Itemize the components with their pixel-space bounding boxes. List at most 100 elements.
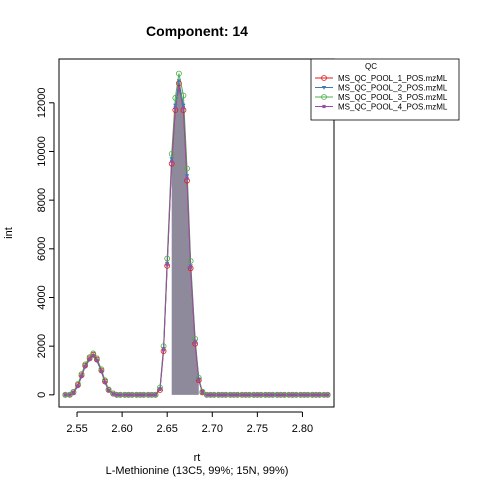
data-point xyxy=(317,393,322,397)
data-point xyxy=(134,393,139,397)
data-point xyxy=(106,388,111,392)
data-point xyxy=(164,255,171,262)
data-point xyxy=(290,393,295,397)
y-tick-label: 10000 xyxy=(36,136,48,167)
legend-swatch-marker xyxy=(321,75,327,81)
legend-swatch-marker xyxy=(321,94,327,100)
data-point xyxy=(115,393,119,397)
legend-entry-label: MS_QC_POOL_1_POS.mzML xyxy=(338,74,448,83)
y-tick-label: 12000 xyxy=(36,88,48,119)
data-point xyxy=(216,393,221,397)
data-point xyxy=(205,393,209,397)
data-point xyxy=(200,390,204,394)
data-point xyxy=(103,380,107,384)
data-point xyxy=(79,374,84,378)
data-point xyxy=(71,391,76,395)
data-point xyxy=(263,393,268,397)
data-point xyxy=(197,378,201,382)
legend-entry-label: MS_QC_POOL_3_POS.mzML xyxy=(338,93,448,102)
legend-title: QC xyxy=(365,62,377,71)
data-point xyxy=(95,358,99,362)
chart-title: Component: 14 xyxy=(146,23,248,39)
y-tick-label: 2000 xyxy=(36,334,48,358)
legend: QC MS_QC_POOL_1_POS.mzMLMS_QC_POOL_2_POS… xyxy=(310,58,460,121)
data-point xyxy=(310,393,314,397)
data-point xyxy=(212,393,216,397)
data-point xyxy=(63,393,67,397)
data-point xyxy=(279,393,283,397)
data-point xyxy=(99,369,103,373)
data-point xyxy=(70,389,77,395)
data-point xyxy=(91,353,95,358)
x-tick-label: 2.80 xyxy=(292,423,313,435)
plot-frame xyxy=(58,58,335,408)
peak-shaded-area xyxy=(171,81,199,395)
data-point xyxy=(247,393,251,397)
data-point xyxy=(199,388,206,395)
data-point xyxy=(267,393,271,397)
data-point xyxy=(118,393,122,397)
data-point xyxy=(165,263,169,267)
data-point xyxy=(172,95,179,101)
data-point xyxy=(189,265,193,269)
series-markers-layer xyxy=(62,70,331,398)
data-point xyxy=(306,393,310,397)
y-tick-label: 4000 xyxy=(36,285,48,309)
x-axis-label: rt xyxy=(194,452,201,464)
data-point xyxy=(322,393,326,397)
data-point xyxy=(244,393,248,397)
data-point xyxy=(142,393,146,397)
series-lines-layer xyxy=(65,73,328,396)
data-point xyxy=(314,393,318,397)
data-point xyxy=(220,393,224,397)
data-point xyxy=(208,393,213,397)
data-point xyxy=(326,393,330,397)
data-point xyxy=(185,176,189,180)
data-point xyxy=(173,103,178,108)
data-point xyxy=(173,106,177,110)
data-point xyxy=(299,393,303,397)
x-tick-label: 2.55 xyxy=(66,423,87,435)
data-point xyxy=(130,393,134,397)
data-point xyxy=(169,157,174,162)
data-point xyxy=(240,393,244,397)
x-tick-label: 2.70 xyxy=(202,423,223,435)
data-point xyxy=(76,383,80,388)
data-point xyxy=(282,393,287,397)
data-point xyxy=(126,393,131,397)
series-line-3 xyxy=(65,73,328,396)
legend-entry-label: MS_QC_POOL_4_POS.mzML xyxy=(338,103,448,112)
data-point xyxy=(181,106,186,110)
y-tick-label: 6000 xyxy=(36,237,48,261)
data-point xyxy=(255,393,259,397)
data-point xyxy=(224,393,228,397)
data-point xyxy=(181,103,186,108)
legend-swatch-marker xyxy=(321,86,327,90)
data-point xyxy=(177,86,181,90)
legend-swatch-marker xyxy=(322,104,326,109)
data-point xyxy=(158,387,162,392)
data-point xyxy=(161,348,166,352)
data-point xyxy=(105,386,112,393)
peak-area-layer xyxy=(171,81,199,395)
data-point xyxy=(294,393,298,397)
x-tick-label: 2.60 xyxy=(111,423,132,435)
legend-box xyxy=(310,58,460,121)
data-point xyxy=(259,393,263,397)
data-point xyxy=(184,165,190,172)
x-axis: 2.55 2.60 2.65 2.70 2.75 2.80 xyxy=(66,411,313,435)
legend-entry-label: MS_QC_POOL_2_POS.mzML xyxy=(338,84,448,93)
series-line-2 xyxy=(65,80,328,396)
data-point xyxy=(146,393,150,397)
data-point xyxy=(252,393,256,397)
data-point xyxy=(271,393,275,397)
chart-subtitle: L-Methionine (13C5, 99%; 15N, 99%) xyxy=(106,465,289,477)
y-tick-label: 8000 xyxy=(36,188,48,212)
data-point xyxy=(88,357,92,361)
data-point xyxy=(176,79,182,84)
x-tick-label: 2.65 xyxy=(156,423,177,435)
data-point xyxy=(66,391,73,398)
data-point xyxy=(187,258,194,264)
